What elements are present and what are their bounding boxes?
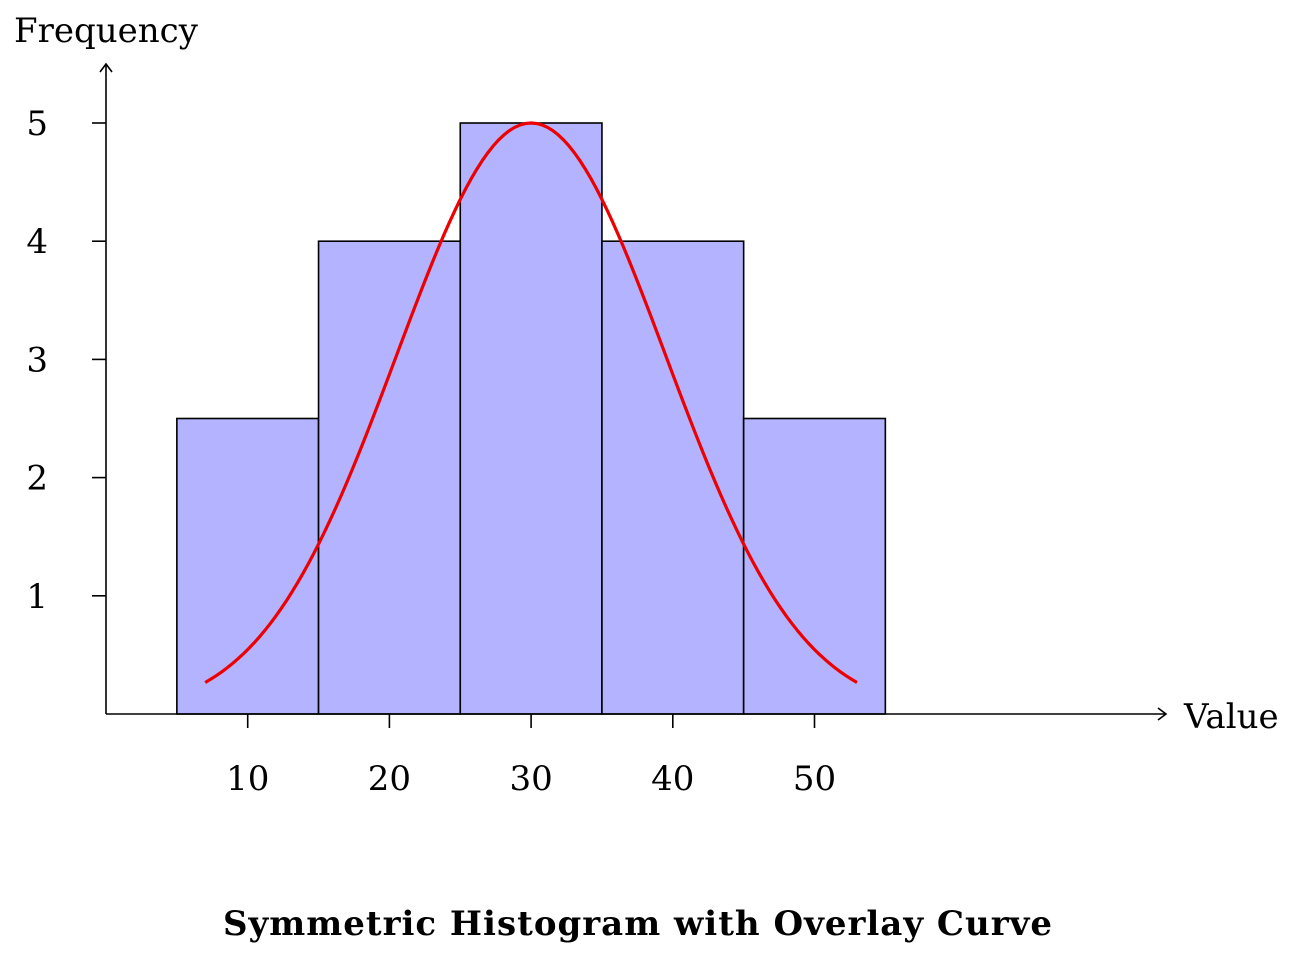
y-tick-label: 5 [26,104,48,144]
chart-title: Symmetric Histogram with Overlay Curve [223,904,1053,944]
overlay-curve [204,121,858,684]
x-tick-label: 50 [793,759,836,799]
y-tick-label: 2 [26,459,48,499]
x-ticks: 10 20 30 40 50 [226,714,836,799]
histogram-bar [317,240,462,715]
x-axis-arrowhead [1157,707,1168,721]
y-tick-label: 3 [26,340,48,380]
y-tick-label: 1 [26,577,48,617]
x-tick-label: 10 [226,759,269,799]
histogram-bar [601,240,745,715]
y-axis-label: Frequency [14,11,199,51]
y-ticks: 1 2 3 4 5 [26,104,106,617]
histogram-bars [176,122,887,715]
axes [99,62,1168,721]
histogram-bar [176,417,320,715]
histogram-bar [742,417,887,715]
x-tick-label: 40 [651,759,694,799]
x-tick-label: 30 [509,759,552,799]
y-tick-label: 4 [26,222,48,262]
x-tick-label: 20 [368,759,411,799]
x-axis-label: Value [1183,697,1279,737]
y-axis-arrowhead [99,62,113,73]
histogram-bar [459,122,603,715]
